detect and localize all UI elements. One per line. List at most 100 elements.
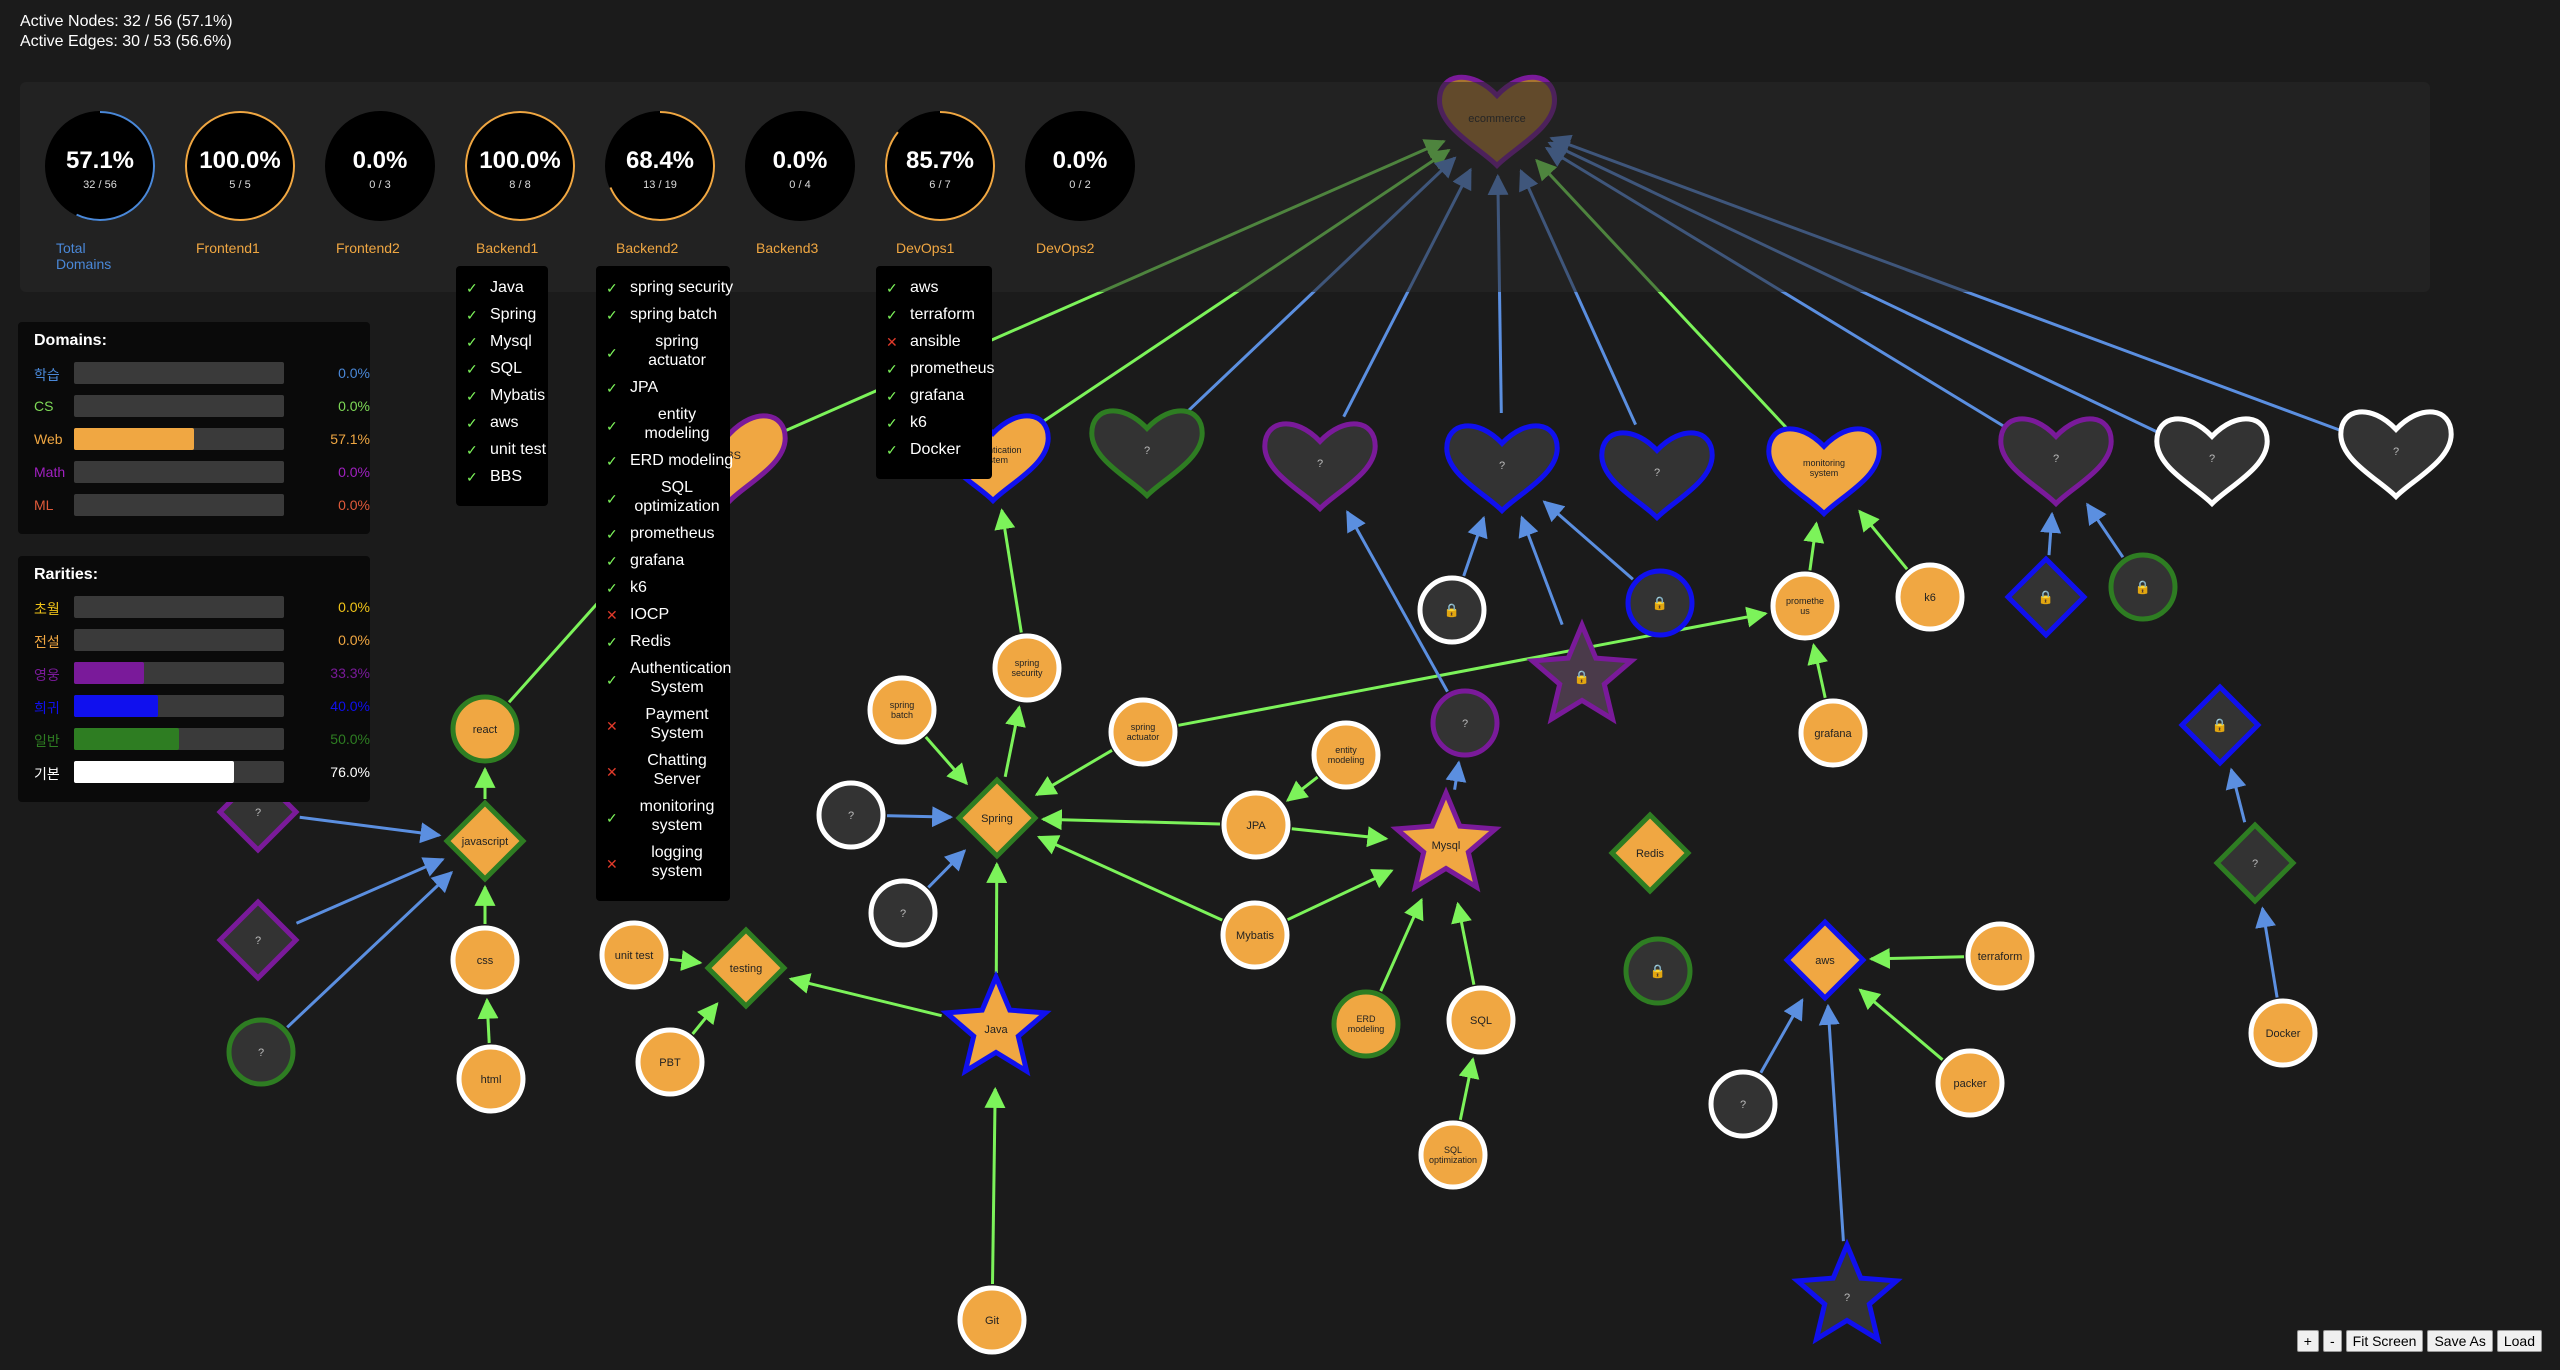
edge-lock1-to-h5: [1462, 515, 1488, 577]
check-icon: ✓: [606, 634, 618, 650]
fit-screen-button[interactable]: Fit Screen: [2345, 1330, 2424, 1352]
node-sqlopt[interactable]: SQL optimization: [1418, 1120, 1488, 1190]
node-h8[interactable]: ?: [1998, 416, 2114, 508]
node-terraform[interactable]: terraform: [1965, 921, 2035, 991]
ring-1: 100.0% 5 / 5: [185, 111, 295, 221]
domains-panel-title: Domains:: [34, 332, 107, 349]
node-monitor-label: monitoring system: [1803, 458, 1845, 478]
node-entity[interactable]: entity modeling: [1311, 720, 1381, 790]
node-c5[interactable]: ?: [1708, 1069, 1778, 1139]
node-react[interactable]: react: [450, 694, 520, 764]
node-html[interactable]: html: [456, 1044, 526, 1114]
node-testing[interactable]: testing: [704, 926, 788, 1010]
node-terraform-label: terraform: [1978, 951, 2023, 963]
node-lock3[interactable]: 🔒: [1623, 936, 1693, 1006]
node-springbatch[interactable]: spring batch: [867, 675, 937, 745]
ring-0-percent: 57.1%: [66, 147, 134, 174]
check-icon: ✓: [886, 307, 898, 323]
node-c3[interactable]: ?: [868, 878, 938, 948]
node-unittest[interactable]: unit test: [599, 920, 669, 990]
node-c2[interactable]: ?: [816, 780, 886, 850]
node-lockstar-label: 🔒: [1574, 670, 1590, 685]
node-javascript[interactable]: javascript: [443, 799, 527, 883]
node-mybatis[interactable]: Mybatis: [1220, 900, 1290, 970]
node-k6[interactable]: k6: [1895, 562, 1965, 632]
node-css-shape: [450, 925, 520, 995]
node-star2-shape: [1791, 1238, 1903, 1345]
node-mysql[interactable]: Mysql: [1390, 786, 1502, 893]
zoom-out-button[interactable]: -: [2322, 1330, 2342, 1352]
node-c4-label: ?: [1462, 718, 1468, 730]
edge-prometheus-to-monitor: [1803, 521, 1825, 571]
node-h5[interactable]: ?: [1444, 423, 1560, 515]
rarity-track: [74, 728, 284, 750]
node-ecommerce[interactable]: ecommerce: [1436, 74, 1558, 170]
node-css[interactable]: css: [450, 925, 520, 995]
skill-item: ✓ terraform: [886, 305, 986, 332]
rarity-value: 40.0%: [330, 698, 370, 714]
skill-item-label: Redis: [630, 633, 671, 650]
node-jpa[interactable]: JPA: [1221, 790, 1291, 860]
node-pbt[interactable]: PBT: [635, 1027, 705, 1097]
rarity-row: 일반 50.0%: [34, 728, 374, 750]
node-d3[interactable]: ?: [2213, 821, 2297, 905]
check-icon: ✓: [466, 334, 478, 350]
node-springact[interactable]: spring actuator: [1108, 697, 1178, 767]
edge-sqlopt-to-sql: [1458, 1057, 1480, 1121]
node-docker[interactable]: Docker: [2248, 998, 2318, 1068]
node-auth-label: Authentication System: [964, 445, 1021, 465]
domain-row: Web 57.1%: [34, 428, 374, 450]
node-prometheus[interactable]: promethe us: [1770, 571, 1840, 641]
save-as-button[interactable]: Save As: [2427, 1330, 2493, 1352]
node-lock4[interactable]: 🔒: [2108, 552, 2178, 622]
domain-row: ML 0.0%: [34, 494, 374, 516]
node-c3-shape: [868, 878, 938, 948]
node-h4[interactable]: ?: [1262, 421, 1378, 513]
load-button[interactable]: Load: [2496, 1330, 2542, 1352]
node-lockd1[interactable]: 🔒: [2004, 555, 2088, 639]
node-grafana-label: grafana: [1814, 728, 1852, 740]
cross-icon: ✕: [606, 856, 618, 872]
edge-d3-to-lockd2: [2225, 767, 2247, 823]
check-icon: ✓: [606, 672, 618, 688]
node-aws[interactable]: aws: [1783, 918, 1867, 1002]
node-grafana[interactable]: grafana: [1798, 698, 1868, 768]
zoom-in-button[interactable]: +: [2296, 1330, 2319, 1352]
node-git[interactable]: Git: [957, 1285, 1027, 1355]
node-d2[interactable]: ?: [216, 898, 300, 982]
node-c4[interactable]: ?: [1430, 688, 1500, 758]
node-c1[interactable]: ?: [226, 1017, 296, 1087]
node-springsec[interactable]: spring security: [992, 633, 1062, 703]
node-lock3-shape: [1623, 936, 1693, 1006]
check-icon: ✓: [606, 380, 618, 396]
node-d3-label: ?: [2252, 858, 2258, 870]
skill-item-label: spring actuator: [648, 333, 706, 369]
node-h3[interactable]: ?: [1089, 408, 1205, 500]
node-spring[interactable]: Spring: [955, 776, 1039, 860]
node-lock1[interactable]: 🔒: [1417, 575, 1487, 645]
node-java[interactable]: Java: [940, 970, 1052, 1077]
node-redis[interactable]: Redis: [1608, 811, 1692, 895]
node-lockd2[interactable]: 🔒: [2178, 683, 2262, 767]
node-star2[interactable]: ?: [1791, 1238, 1903, 1345]
node-sql-label: SQL: [1470, 1015, 1492, 1027]
edge-unittest-to-testing: [669, 950, 703, 971]
node-h9[interactable]: ?: [2154, 416, 2270, 508]
domain-label: ML: [34, 497, 54, 513]
node-monitor[interactable]: monitoring system: [1766, 426, 1882, 518]
node-packer[interactable]: packer: [1935, 1048, 2005, 1118]
node-sql[interactable]: SQL: [1446, 985, 1516, 1055]
node-h6[interactable]: ?: [1599, 430, 1715, 522]
domain-value: 0.0%: [338, 398, 370, 414]
skill-item-label: grafana: [630, 552, 685, 569]
skill-item: ✓ SQL optimization: [606, 478, 724, 524]
ring-6-label: DevOps1: [896, 240, 955, 256]
node-springbatch-label: spring batch: [890, 700, 915, 720]
node-lock2[interactable]: 🔒: [1625, 568, 1695, 638]
node-h10[interactable]: ?: [2338, 409, 2454, 501]
domain-label: Web: [34, 431, 63, 447]
node-lockstar[interactable]: 🔒: [1526, 618, 1638, 725]
node-erd[interactable]: ERD modeling: [1331, 989, 1401, 1059]
node-star2-label: ?: [1844, 1292, 1850, 1304]
